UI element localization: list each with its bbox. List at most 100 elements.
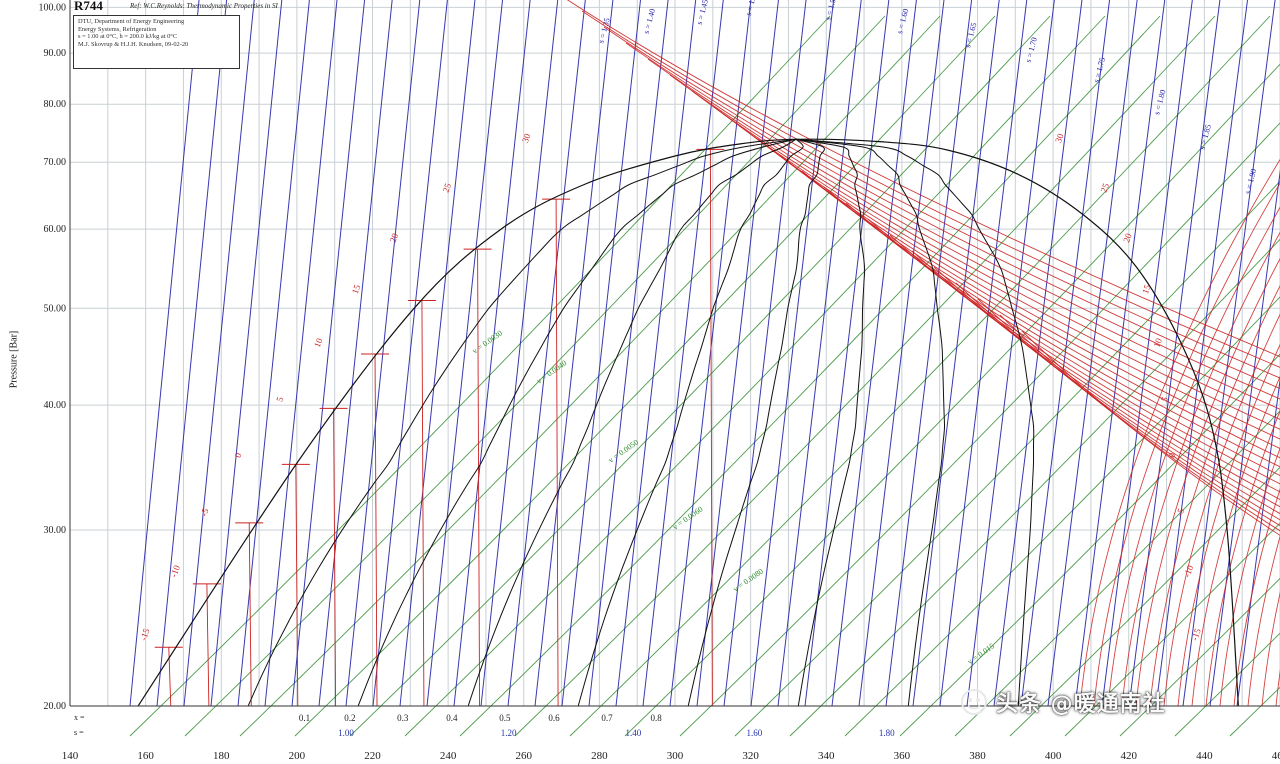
isotherm-label: -5 [1174,507,1186,518]
quality-lines [247,138,1035,707]
isentrope-label: s = 1.65 [963,22,978,49]
x-tick-label: 360 [894,750,911,762]
isotherm-vapor-curve [999,314,1280,532]
isochore-line [129,15,831,737]
isentrope-line [507,0,586,707]
isotherm-label: 5 [1159,395,1170,403]
isochore-line [679,122,1280,737]
chart-subtitle: Ref: W.C.Reynolds: Thermodynamic Propert… [130,2,278,10]
isentrope-line [561,0,641,707]
y-tick-label: 70.00 [44,157,67,168]
isotherm-label: 30 [520,132,533,144]
isentrope-lines [129,0,1280,707]
isotherm-vapor-curve [933,266,1280,515]
isotherm-label: 10 [312,336,325,348]
quality-tick-label: 0.8 [650,713,662,723]
isentrope-line [1182,0,1276,707]
info-line: M.J. Skovrup & H.J.H. Knudsen, 09-02-20 [78,40,189,48]
isentrope-line [372,0,448,707]
info-line: DTU, Department of Energy Engineering [78,18,185,25]
isentrope-label: s = 1.85 [1198,123,1213,150]
isentrope-line [318,0,393,707]
isochore-line [624,63,1280,737]
isotherm-label: 25 [441,181,454,193]
saturation-curve [137,138,1239,707]
isotherm-liquid-segment [333,408,337,707]
isotherm-high-curve [1191,375,1280,707]
isotherm-high-curve [1135,257,1280,707]
quality-tick-label: 0.4 [446,713,458,723]
isotherm-label: -5 [199,507,211,518]
grid-lines [69,0,1280,707]
x-tick-label: 140 [62,750,79,762]
isotherm-label: 15 [1140,283,1153,295]
isentrope-line [993,0,1083,707]
isochore-line [404,15,1106,737]
isotherm-label: 20 [388,231,401,243]
entropy-tick-label: 1.20 [501,728,517,738]
isentrope-label: s = 1.75 [1092,56,1107,83]
y-tick-label: 40.00 [44,400,67,411]
isotherm-high-curve [1107,206,1280,707]
isotherm-label: 15 [350,283,363,295]
isotherm-vapor-curve [647,58,1280,400]
isentrope-line [1020,0,1111,707]
isotherm-label: -15 [138,627,152,642]
quality-line [795,138,1035,707]
isotherm-vapor-curve [823,186,1280,476]
isotherm-vapor-curve [713,106,1280,430]
isochore-label: v = 0.0060 [671,504,704,531]
entropy-row-label: s = [74,728,84,737]
isentrope-line [399,0,476,707]
isotherm-label: -10 [1182,563,1196,578]
entropy-tick-label: 1.40 [626,728,642,738]
quality-line [467,138,797,707]
isentrope-line [210,0,283,707]
x-tick-label: 220 [364,750,381,762]
x-tick-label: 160 [137,750,154,762]
isotherm-liquid-segment [421,300,425,707]
x-tick-label: 440 [1196,750,1213,762]
isochore-line [294,15,996,737]
isotherm-vapor-curve [603,26,1280,379]
isentrope-label: s = 1.60 [895,8,910,35]
isotherm-vapor-curve [757,138,1280,450]
isochore-line [1064,522,1280,737]
isotherm-label: 0 [233,451,244,459]
x-tick-label: 320 [742,750,759,762]
isotherm-vapor-curve [889,234,1280,501]
isotherm-label: 5 [274,395,285,403]
x-tick-label: 260 [516,750,533,762]
entropy-tick-label: 1.80 [879,728,895,738]
isotherm-liquid-segment [295,464,299,707]
isotherm-high-curve [1261,591,1280,707]
isentrope-line [453,0,531,707]
isotherm-liquid-segment [555,199,559,707]
isochore-line [1119,577,1280,737]
isochore-line [1174,632,1280,737]
isentrope-line [345,0,421,707]
isochore-label: v = 0.0040 [535,358,568,385]
y-axis-label: Pressure [Bar] [8,330,20,389]
isotherm-high-curve [1247,535,1280,707]
isochore-line [1009,466,1280,737]
axes: 20.00 30.00 40.00 50.00 60.00 70.00 80.00 90.00… [39,0,1280,762]
isotherm-liquid-segment [374,353,378,707]
isotherm-vapor-curve [669,74,1280,410]
isotherm-high-curve [1121,231,1280,707]
quality-line [357,138,797,707]
isentrope-line [1128,0,1221,707]
isotherm-liquid-segment [709,149,713,707]
info-line: s = 1.00 at 0°C, h = 200.0 kJ/kg at 0°C [78,33,178,41]
isotherm-label: 0 [1167,451,1178,459]
isentrope-line [723,0,807,707]
quality-line [687,138,825,707]
y-tick-label: 60.00 [44,224,67,235]
isochore-label: v = 0.0030 [471,328,504,355]
isentrope-label: s = 1.55 [823,0,838,21]
isotherm-vapor-curve [779,154,1280,459]
isochore-label: v = 0.0050 [607,438,640,465]
isentrope-line [264,0,338,707]
isotherm-high-curve [1219,447,1280,707]
isotherm-vapor-curve [625,42,1280,390]
